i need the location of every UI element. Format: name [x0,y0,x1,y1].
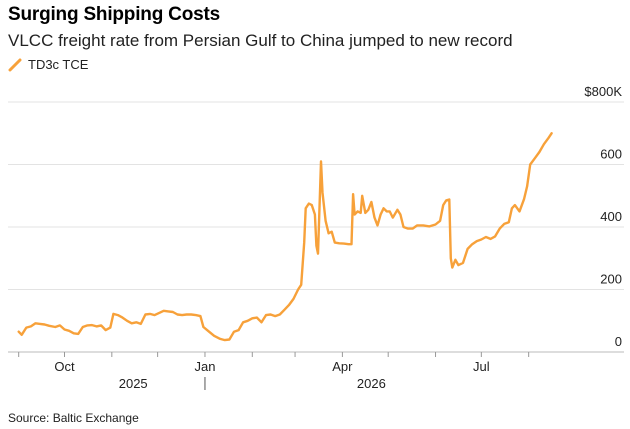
x-axis: Oct Jan Apr Jul 2025 2026 [18,352,530,391]
x-tick-label-oct: Oct [54,359,75,374]
y-tick-label-200: 200 [600,272,622,287]
legend-label: TD3c TCE [28,57,89,72]
year-label-2026: 2026 [357,376,386,391]
chart-title: Surging Shipping Costs [8,4,220,25]
y-tick-label-800: $800K [584,84,622,99]
x-tick-label-apr: Apr [332,359,353,374]
y-tick-label-400: 400 [600,209,622,224]
series-group [17,132,553,342]
legend: TD3c TCE [8,57,88,72]
y-axis: 0 200 400 600 $800K [584,84,622,349]
y-tick-label-600: 600 [600,147,622,162]
year-label-2025: 2025 [119,376,148,391]
chart-subtitle: VLCC freight rate from Persian Gulf to C… [8,31,513,50]
x-tick-label-jul: Jul [473,359,490,374]
source-note: Source: Baltic Exchange [8,411,139,425]
x-tick-label-jan: Jan [194,359,215,374]
y-tick-label-0: 0 [615,334,622,349]
series-line-0 [17,132,553,342]
legend-swatch-icon [8,58,22,71]
